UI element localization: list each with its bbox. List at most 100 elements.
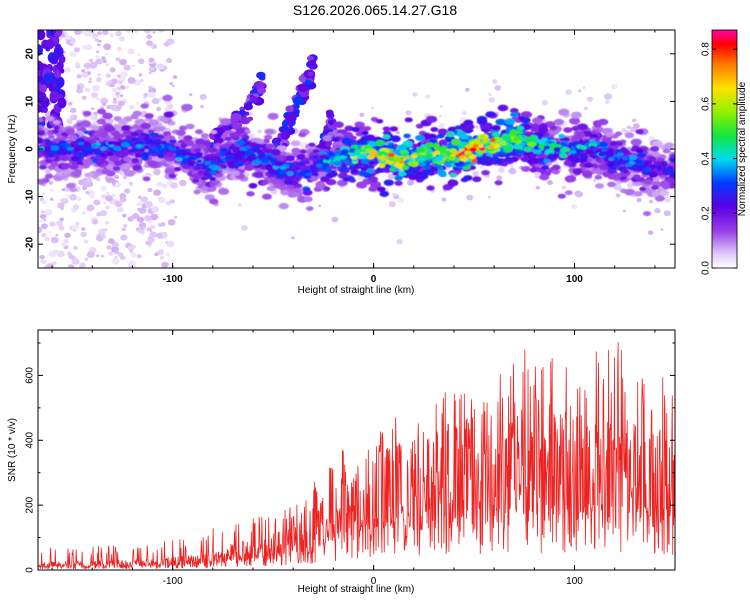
ridge-point [551,164,561,171]
speckle-point [69,114,74,119]
ridge-point [79,120,91,128]
speckle-point [138,73,143,77]
speckle-point [388,201,396,208]
colorbar-cell [712,99,737,102]
ridge-point [165,152,173,157]
colorbar-cell [712,63,737,67]
ridge-point [557,193,566,199]
spectrogram-y-tick-label: -10 [25,189,36,204]
speckle-point [462,111,467,115]
speckle-point [126,30,132,33]
ridge-point [180,143,188,148]
ridge-point [194,165,202,171]
speckle-point [68,121,72,124]
ridge-point [38,178,46,185]
speckle-point [115,30,122,37]
left-feature-point [49,54,59,65]
colorbar-cell [712,57,737,61]
ridge-point [185,123,195,130]
speckle-point [84,87,90,93]
colorbar-cell [712,244,737,247]
speckle-point [100,185,108,192]
speckle-point [57,202,65,209]
speckle-point [109,67,116,73]
ridge-point [428,133,437,139]
ridge-point [563,127,573,133]
colorbar-cell [712,236,737,239]
ridge-point [342,177,350,182]
spectrogram-branch-1 [269,54,318,161]
speckle-point [496,175,503,181]
ridge-point [71,170,82,178]
colorbar-cell [712,51,737,55]
ridge-point [248,141,258,148]
speckle-point [112,194,116,197]
speckle-point [136,216,145,223]
speckle-point [615,193,621,198]
colorbar-cell [712,156,737,160]
branch-point [325,109,334,116]
branch-point [280,131,291,140]
ridge-point [194,138,206,146]
colorbar-cell [712,264,737,267]
colorbar-cell [712,43,737,47]
ridge-point [379,190,390,197]
speckle-point [67,101,73,106]
branch-point [257,87,267,95]
snr-line [38,341,675,570]
ridge-point [624,132,635,139]
ridge-point [101,168,111,175]
ridge-point [398,160,404,164]
speckle-point [156,106,162,112]
colorbar-cell [712,89,737,93]
speckle-point [75,62,80,66]
spectrogram-y-tick-label: 10 [25,95,36,107]
speckle-point [105,53,109,56]
ridge-point [456,131,466,138]
speckle-point [88,80,92,84]
colorbar-cell [712,113,737,116]
ridge-point [575,131,586,138]
ridge-point [599,141,608,147]
speckle-point [125,85,130,89]
ridge-point [387,152,395,158]
speckle-point [158,97,163,101]
speckle-point [631,118,637,123]
speckle-point [622,209,626,213]
colorbar-cell [712,115,737,118]
ridge-point [570,111,582,119]
speckle-point [571,204,578,210]
speckle-point [98,228,106,235]
ridge-point [581,155,589,160]
colorbar-tick-label: 0.0 [701,261,712,275]
left-feature-point [45,39,55,50]
ridge-point [608,157,615,161]
ridge-point [516,125,525,131]
branch-point [250,95,258,102]
ridge-point [322,134,333,141]
speckle-point [412,92,418,97]
speckle-point [45,169,51,174]
ridge-point [290,140,301,147]
speckle-point [115,57,121,62]
ridge-point [263,134,273,140]
ridge-point [162,94,173,102]
ridge-point [449,173,457,178]
ridge-point [341,137,353,145]
ridge-point [529,167,538,173]
speckle-point [105,205,110,210]
speckle-point [173,215,178,219]
ridge-point [589,145,596,150]
ridge-point [585,149,595,155]
speckle-point [120,71,128,78]
speckle-point [40,210,45,214]
ridge-point [60,162,71,170]
ridge-point [537,126,549,133]
ridge-point [451,139,461,146]
speckle-point [161,231,168,238]
colorbar-cell [712,33,737,37]
ridge-point [549,142,558,148]
speckle-point [75,221,80,225]
ridge-point [347,176,355,181]
ridge-point [447,179,459,187]
